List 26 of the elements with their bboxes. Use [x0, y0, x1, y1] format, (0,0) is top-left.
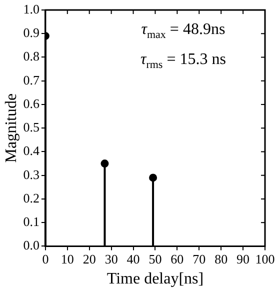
x-tick-label: 90 [236, 251, 250, 266]
point [149, 174, 158, 182]
x-tick-label: 20 [82, 251, 96, 266]
point [100, 160, 109, 168]
x-tick-label: 10 [60, 251, 74, 266]
y-tick-label: 0.5 [23, 120, 40, 135]
y-tick-label: 0.4 [23, 143, 40, 158]
y-tick-label: 0.8 [23, 48, 40, 64]
x-tick-label: 60 [170, 251, 184, 266]
y-tick-label: 0.3 [23, 166, 40, 182]
x-tick-label: 100 [255, 251, 275, 266]
x-tick-label: 40 [126, 251, 140, 266]
x-tick-label: 30 [104, 251, 118, 266]
y-tick-label: 0.1 [23, 214, 40, 229]
x-tick-label: 50 [148, 251, 162, 266]
x-axis-title: Time delay[ns] [106, 270, 204, 288]
y-tick-label: 0.2 [23, 190, 40, 206]
y-tick-label: 0.9 [23, 25, 40, 40]
y-tick-label: 0.6 [23, 96, 40, 111]
x-tick-label: 0 [42, 251, 49, 266]
y-axis-title: Magnitude [2, 93, 20, 163]
x-tick-label: 80 [214, 251, 228, 266]
y-tick-label: 0.0 [23, 238, 40, 253]
y-tick-label: 0.7 [23, 72, 40, 88]
x-tick-label: 70 [192, 251, 206, 266]
y-tick-label: 1.0 [23, 1, 40, 16]
